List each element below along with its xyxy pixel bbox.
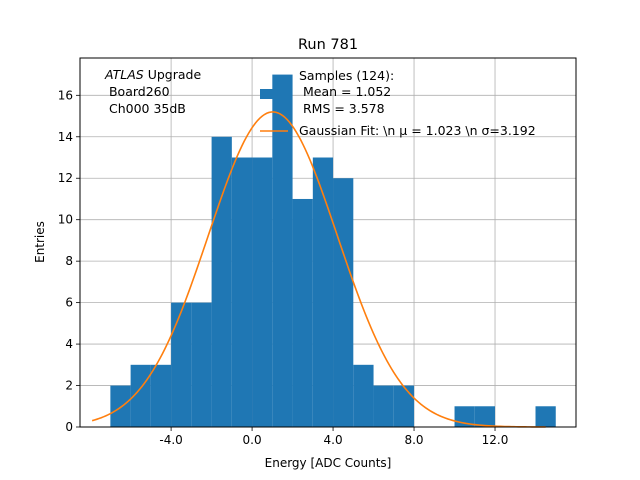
histogram-bar [393,385,415,427]
histogram-bar [231,157,253,427]
histogram-bar [373,385,394,427]
annotation-line-3: Ch000 35dB [105,101,186,116]
y-tick-label: 16 [58,88,73,102]
legend-samples-line-1: Samples (124): [299,68,394,83]
histogram-bar [333,178,354,427]
x-tick-label: -4.0 [159,433,182,447]
histogram-bar [292,198,313,427]
annotation-block: ATLAS Upgrade Board260 Ch000 35dB [104,67,201,116]
x-axis-label: Energy [ADC Counts] [265,456,392,470]
x-axis-ticks: -4.0 0.0 4.0 8.0 12.0 [159,427,508,447]
x-tick-label: 0.0 [243,433,262,447]
histogram-bar [474,406,496,427]
legend-patch-samples [260,89,288,99]
histogram-bar [211,136,232,428]
legend-samples-line-2: Mean = 1.052 [299,84,391,99]
y-axis-ticks: 0 2 4 6 8 10 12 14 16 [58,88,80,434]
histogram-bar [150,364,172,427]
y-axis-label: Entries [33,221,47,263]
histogram-bar [272,74,293,428]
histogram-bar [191,302,212,427]
y-tick-label: 14 [58,130,73,144]
x-tick-label: 4.0 [324,433,343,447]
histogram-bars [110,74,556,428]
legend-fit-label: Gaussian Fit: \n μ = 1.023 \n σ=3.192 [299,123,536,138]
y-tick-label: 8 [65,254,73,268]
histogram-bar [252,157,273,427]
y-tick-label: 0 [65,420,73,434]
y-tick-label: 4 [65,337,73,351]
legend: Samples (124): Mean = 1.052 RMS = 3.578 … [260,68,536,138]
x-tick-label: 8.0 [404,433,423,447]
x-tick-label: 12.0 [482,433,509,447]
histogram-bar [171,302,192,427]
y-tick-label: 12 [58,171,73,185]
histogram-bar [312,157,334,427]
annotation-line-1: ATLAS Upgrade [104,67,201,82]
legend-samples-line-3: RMS = 3.578 [299,101,385,116]
gaussian-fit-curve [91,111,546,428]
histogram-bar [110,385,131,427]
y-tick-label: 10 [58,213,73,227]
annotation-atlas: ATLAS [104,67,144,82]
histogram-bar [535,406,556,427]
y-tick-label: 2 [65,379,73,393]
plot-area-frame [79,57,577,428]
histogram-bar [353,364,374,427]
chart-title: Run 781 [298,37,358,53]
annotation-upgrade: Upgrade [144,67,202,82]
fit-curve-line [91,111,546,428]
annotation-line-2: Board260 [105,84,170,99]
y-tick-label: 6 [65,296,73,310]
